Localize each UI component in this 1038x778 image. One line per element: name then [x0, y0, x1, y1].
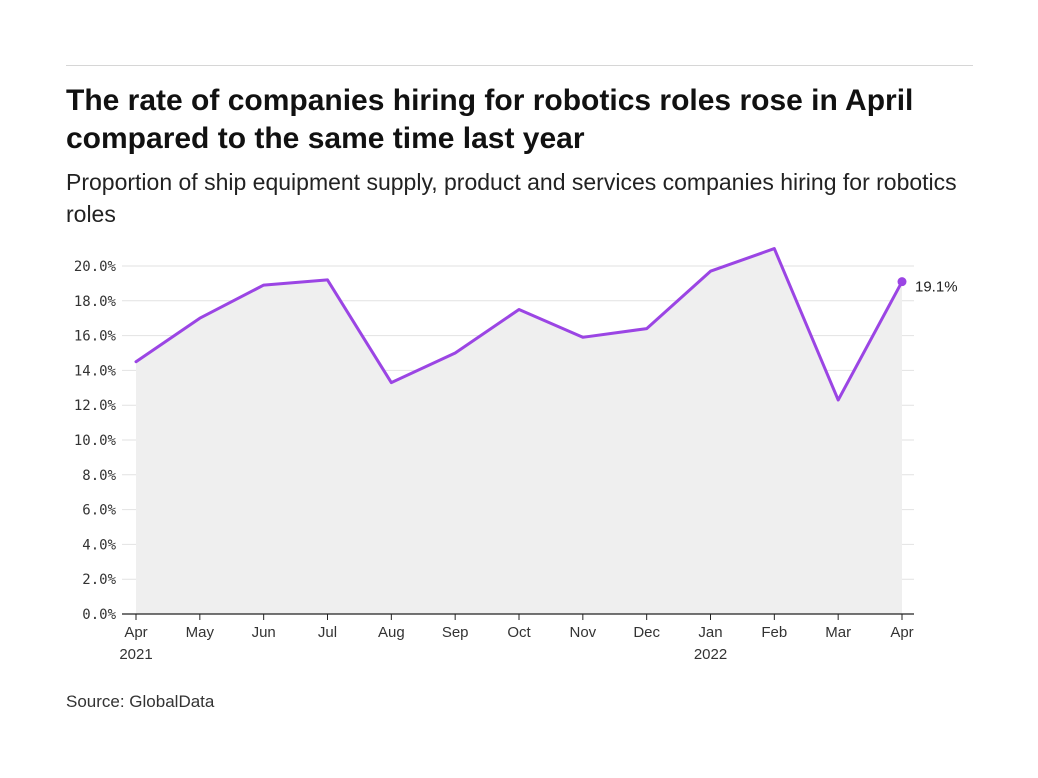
x-tick-label: Jul: [318, 624, 337, 641]
x-tick-label: Nov: [569, 624, 596, 641]
chart-title: The rate of companies hiring for robotic…: [66, 84, 914, 155]
chart-subtitle: Proportion of ship equipment supply, pro…: [66, 169, 957, 227]
x-tick-label: Jun: [252, 624, 276, 641]
y-tick-label: 6.0%: [82, 503, 116, 519]
source-note: Source: GlobalData: [66, 692, 215, 711]
x-tick-label: Feb: [761, 624, 787, 641]
series-area-fill: [136, 248, 902, 614]
y-axis: 0.0% 2.0% 4.0% 6.0% 8.0% 10.0% 12.0% 14.0% 16.0%…: [74, 259, 117, 623]
y-tick-label: 4.0%: [82, 537, 116, 553]
x-tick-label: 2021: [119, 646, 152, 663]
x-tick-label: Apr: [124, 624, 147, 641]
x-tick-label: Sep: [442, 624, 469, 641]
y-tick-label: 16.0%: [74, 329, 117, 345]
y-tick-label: 20.0%: [74, 259, 117, 275]
x-tick-label: Mar: [825, 624, 851, 641]
y-tick-label: 0.0%: [82, 607, 116, 623]
x-tick-label: Aug: [378, 624, 405, 641]
top-divider: [66, 65, 973, 66]
x-axis: Apr 2021 May Jun Jul Aug Sep Oct Nov Dec Jan 2022 Fe…: [119, 614, 914, 663]
last-point-marker: [897, 277, 907, 287]
y-tick-label: 2.0%: [82, 572, 116, 588]
last-point-label: 19.1%: [915, 279, 958, 296]
y-tick-label: 8.0%: [82, 468, 116, 484]
y-tick-label: 10.0%: [74, 433, 117, 449]
y-tick-label: 12.0%: [74, 398, 117, 414]
series-line: [134, 247, 904, 402]
x-tick-label: Jan: [698, 624, 722, 641]
x-tick-label: Apr: [890, 624, 913, 641]
y-tick-label: 14.0%: [74, 363, 117, 379]
x-tick-label: Oct: [507, 624, 531, 641]
y-tick-label: 18.0%: [74, 294, 117, 310]
x-tick-label: May: [186, 624, 215, 641]
x-tick-label: 2022: [694, 646, 727, 663]
x-tick-label: Dec: [633, 624, 660, 641]
